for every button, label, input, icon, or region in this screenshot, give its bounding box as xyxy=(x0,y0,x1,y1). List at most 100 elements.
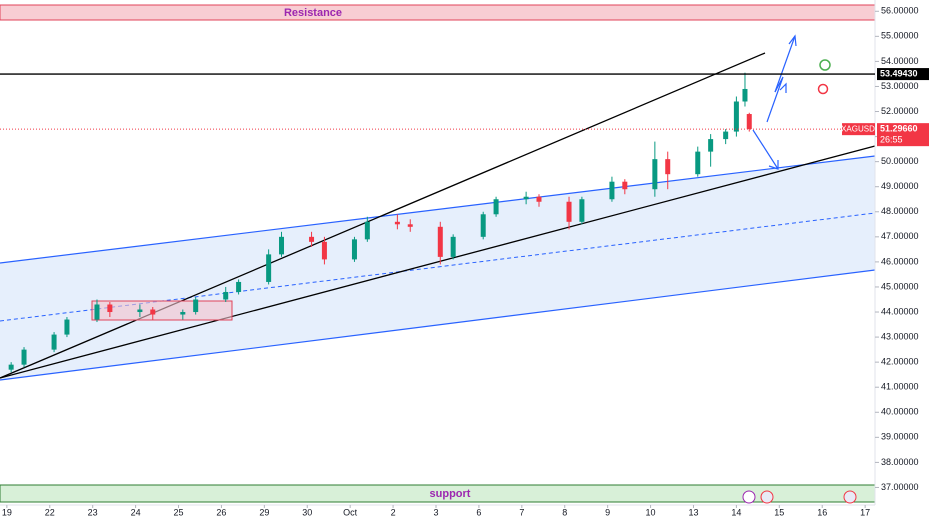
trend-lower xyxy=(0,145,876,379)
x-tick-label: 6 xyxy=(476,507,481,517)
x-tick-label: 23 xyxy=(88,507,98,517)
x-tick-label: 8 xyxy=(562,507,567,517)
price-level-tag xyxy=(877,68,929,81)
y-tick-label: 44.00000 xyxy=(881,306,919,316)
y-tick-label: 42.00000 xyxy=(881,357,919,367)
candle-body xyxy=(309,236,315,242)
last-price-tag xyxy=(877,123,929,147)
candle-body xyxy=(665,159,671,175)
candle-body xyxy=(566,201,572,222)
candle-body xyxy=(137,309,143,313)
x-tick-label: 16 xyxy=(817,507,827,517)
x-tick-label: Oct xyxy=(343,507,358,517)
candle-body xyxy=(64,319,70,335)
countdown-label: 26:55 xyxy=(880,135,903,145)
y-tick-label: 54.00000 xyxy=(881,56,919,66)
resistance-label: Resistance xyxy=(284,7,342,19)
x-tick-label: 7 xyxy=(519,507,524,517)
x-tick-label: 25 xyxy=(174,507,184,517)
y-tick-label: 48.00000 xyxy=(881,206,919,216)
candle-body xyxy=(609,181,615,200)
x-tick-label: 9 xyxy=(605,507,610,517)
x-tick-label: 14 xyxy=(731,507,741,517)
y-tick-label: 55.00000 xyxy=(881,31,919,41)
candle-body xyxy=(266,254,272,282)
candle-body xyxy=(364,221,370,240)
channel-fill xyxy=(0,156,875,380)
range-box xyxy=(91,300,233,321)
x-tick-label: 13 xyxy=(688,507,698,517)
x-tick-label: 15 xyxy=(774,507,784,517)
x-tick-label: 24 xyxy=(131,507,141,517)
candle-body xyxy=(51,334,57,350)
x-tick-label: 29 xyxy=(259,507,269,517)
y-tick-label: 49.00000 xyxy=(881,181,919,191)
candle-body xyxy=(733,101,739,132)
candle-body xyxy=(180,312,186,315)
candle-body xyxy=(622,181,628,190)
y-tick-label: 56.00000 xyxy=(881,6,919,16)
x-tick-label: 19 xyxy=(2,507,12,517)
channel-upper xyxy=(0,155,876,264)
event-icon[interactable] xyxy=(843,490,857,504)
candle-body xyxy=(193,299,199,313)
y-tick-label: 47.00000 xyxy=(881,231,919,241)
candle-body xyxy=(480,214,486,237)
y-tick-label: 50.00000 xyxy=(881,156,919,166)
candle-body xyxy=(8,364,14,370)
candle-body xyxy=(107,304,113,313)
trend-upper xyxy=(0,52,766,379)
y-tick-label: 53.00000 xyxy=(881,81,919,91)
symbol-label: XAGUSD xyxy=(841,124,875,133)
candle-body xyxy=(223,291,229,300)
y-tick-label: 43.00000 xyxy=(881,331,919,341)
y-tick-label: 37.00000 xyxy=(881,482,919,492)
candle-body xyxy=(150,309,156,315)
candle-body xyxy=(437,226,443,257)
event-icon[interactable] xyxy=(760,490,774,504)
event-icon[interactable] xyxy=(742,490,756,504)
candle-body xyxy=(742,88,748,102)
candle-body xyxy=(321,241,327,260)
x-tick-label: 30 xyxy=(302,507,312,517)
candle-body xyxy=(493,199,499,215)
resistance-zone xyxy=(0,4,876,21)
candle-body xyxy=(723,131,729,140)
x-tick-label: 2 xyxy=(391,507,396,517)
candle-body xyxy=(94,304,100,320)
signal-circle xyxy=(817,83,829,95)
candle-body xyxy=(351,239,357,260)
symbol-tag xyxy=(842,123,875,136)
x-tick-label: 22 xyxy=(45,507,55,517)
candle-body xyxy=(394,221,400,225)
candle-body xyxy=(579,199,585,222)
candle-body xyxy=(746,114,752,130)
candle-body xyxy=(236,281,242,292)
candle-body xyxy=(279,236,285,255)
candle-body xyxy=(450,236,456,257)
projection-arrows xyxy=(752,34,797,170)
candle-body xyxy=(536,196,542,202)
candle-body xyxy=(652,159,658,190)
x-tick-label: 3 xyxy=(433,507,438,517)
x-tick-label: 26 xyxy=(216,507,226,517)
y-tick-label: 38.00000 xyxy=(881,457,919,467)
y-tick-label: 40.00000 xyxy=(881,407,919,417)
channel-lower xyxy=(0,269,876,381)
x-tick-label: 10 xyxy=(646,507,656,517)
y-tick-label: 52.00000 xyxy=(881,106,919,116)
signal-circle xyxy=(819,59,831,71)
candle-body xyxy=(21,349,27,365)
last-price-label: 51.29660 xyxy=(880,124,918,134)
support-label: support xyxy=(430,488,471,500)
y-tick-label: 41.00000 xyxy=(881,382,919,392)
candle-body xyxy=(407,224,413,227)
y-tick-label: 45.00000 xyxy=(881,281,919,291)
price-level-label: 53.49430 xyxy=(880,68,918,78)
x-tick-label: 17 xyxy=(860,507,870,517)
candle-body xyxy=(708,139,714,152)
candle-body xyxy=(523,196,529,200)
candle-body xyxy=(695,151,701,175)
y-tick-label: 46.00000 xyxy=(881,256,919,266)
